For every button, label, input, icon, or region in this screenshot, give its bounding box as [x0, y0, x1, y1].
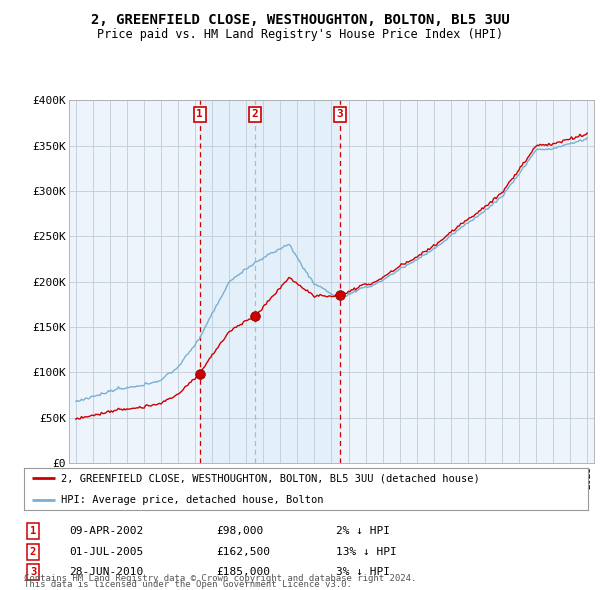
- Text: £98,000: £98,000: [216, 526, 263, 536]
- Text: 09-APR-2002: 09-APR-2002: [69, 526, 143, 536]
- Text: This data is licensed under the Open Government Licence v3.0.: This data is licensed under the Open Gov…: [24, 581, 352, 589]
- Text: £162,500: £162,500: [216, 547, 270, 556]
- Text: 13% ↓ HPI: 13% ↓ HPI: [336, 547, 397, 556]
- Text: 2: 2: [30, 547, 36, 556]
- Text: 01-JUL-2005: 01-JUL-2005: [69, 547, 143, 556]
- Bar: [200, 100, 340, 463]
- Text: 1: 1: [30, 526, 36, 536]
- Text: 2: 2: [251, 109, 258, 119]
- Text: 3: 3: [30, 568, 36, 577]
- Text: Contains HM Land Registry data © Crown copyright and database right 2024.: Contains HM Land Registry data © Crown c…: [24, 574, 416, 583]
- Text: 2, GREENFIELD CLOSE, WESTHOUGHTON, BOLTON, BL5 3UU: 2, GREENFIELD CLOSE, WESTHOUGHTON, BOLTO…: [91, 13, 509, 27]
- Text: 3% ↓ HPI: 3% ↓ HPI: [336, 568, 390, 577]
- Text: 2% ↓ HPI: 2% ↓ HPI: [336, 526, 390, 536]
- Text: £185,000: £185,000: [216, 568, 270, 577]
- Text: Price paid vs. HM Land Registry's House Price Index (HPI): Price paid vs. HM Land Registry's House …: [97, 28, 503, 41]
- Text: 28-JUN-2010: 28-JUN-2010: [69, 568, 143, 577]
- Text: 1: 1: [196, 109, 203, 119]
- Text: 3: 3: [337, 109, 343, 119]
- Text: 2, GREENFIELD CLOSE, WESTHOUGHTON, BOLTON, BL5 3UU (detached house): 2, GREENFIELD CLOSE, WESTHOUGHTON, BOLTO…: [61, 474, 479, 483]
- Text: HPI: Average price, detached house, Bolton: HPI: Average price, detached house, Bolt…: [61, 495, 323, 504]
